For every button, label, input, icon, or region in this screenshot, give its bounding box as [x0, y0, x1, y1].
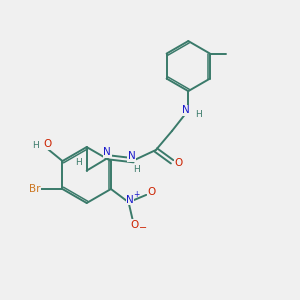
- Text: +: +: [134, 190, 140, 199]
- Text: N: N: [182, 105, 190, 115]
- Text: N: N: [126, 195, 134, 205]
- Text: O: O: [147, 187, 156, 197]
- Text: −: −: [139, 223, 147, 233]
- Text: O: O: [44, 139, 52, 149]
- Text: N: N: [128, 152, 135, 161]
- Text: H: H: [195, 110, 202, 119]
- Text: O: O: [174, 158, 183, 168]
- Text: H: H: [134, 165, 140, 174]
- Text: H: H: [75, 158, 82, 167]
- Text: O: O: [130, 220, 139, 230]
- Text: N: N: [103, 147, 111, 158]
- Text: Br: Br: [29, 184, 41, 194]
- Text: H: H: [32, 141, 38, 150]
